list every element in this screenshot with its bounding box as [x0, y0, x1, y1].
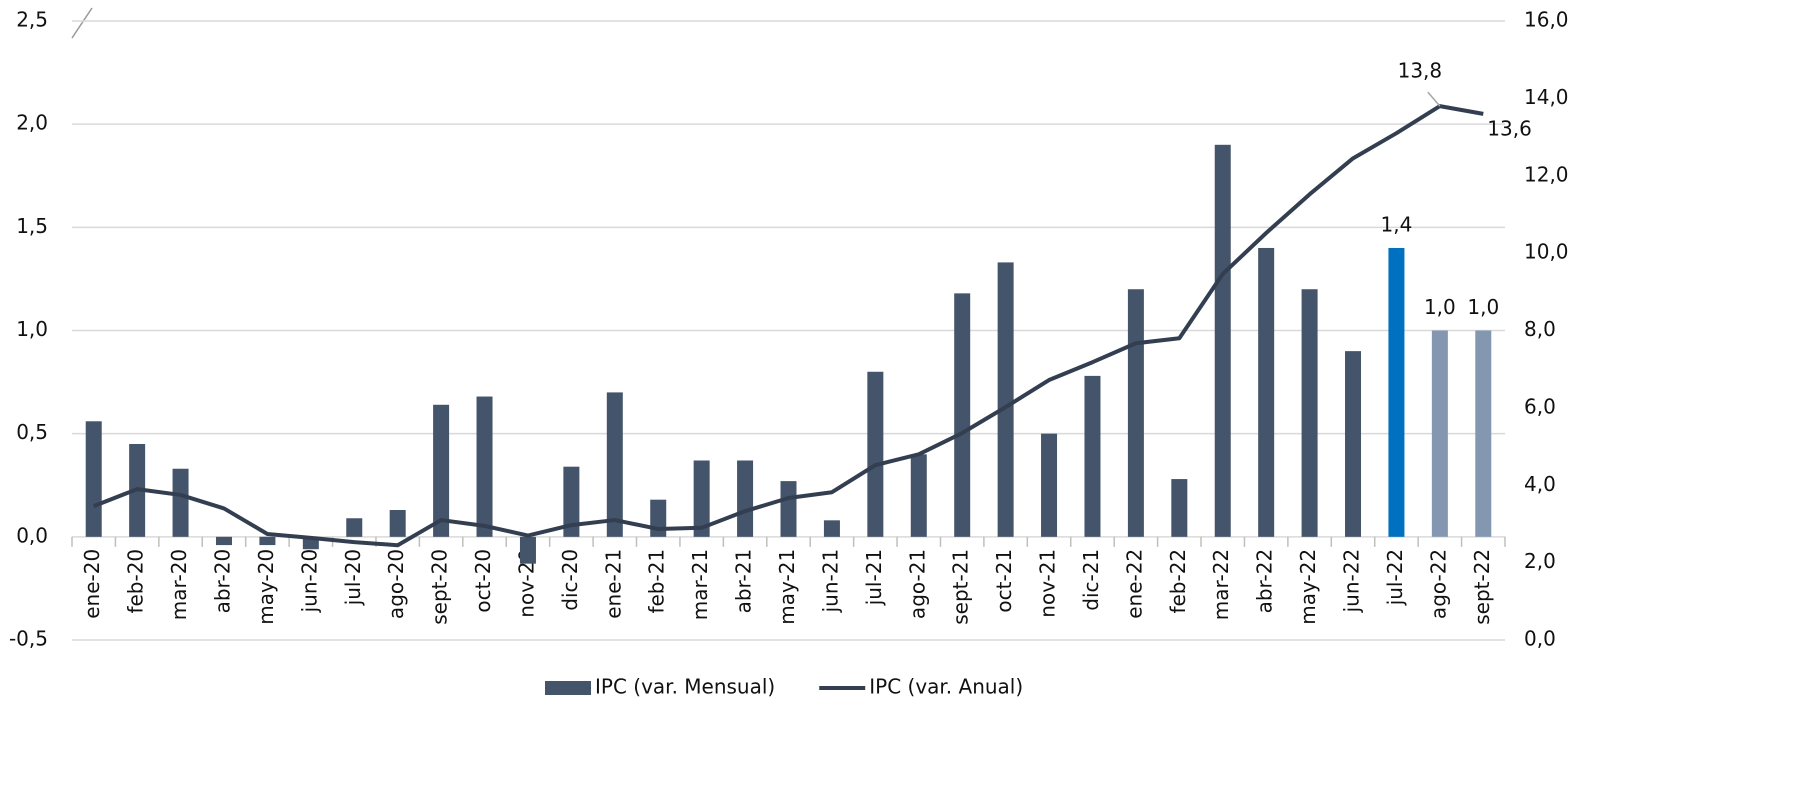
- x-tick-label: ene-20: [80, 549, 104, 619]
- x-tick-label: jun-21: [818, 549, 842, 614]
- x-tick-label: feb-20: [124, 549, 148, 614]
- x-tick-label: sept-21: [949, 549, 973, 625]
- y2-tick-label: 2,0: [1524, 549, 1556, 573]
- x-tick-label: ago-21: [905, 549, 929, 619]
- x-tick-label: mar-20: [167, 549, 191, 620]
- x-tick-label: abr-21: [732, 549, 756, 614]
- y-tick-label: 0,0: [16, 523, 48, 547]
- y-tick-label: 2,0: [16, 111, 48, 135]
- y-tick-label: 2,5: [16, 8, 48, 32]
- bar: [737, 460, 754, 537]
- y-tick-label: 1,0: [16, 317, 48, 341]
- bar: [259, 536, 276, 546]
- bar: [1041, 433, 1058, 537]
- bar: [1431, 330, 1448, 537]
- bar: [1214, 144, 1231, 537]
- x-tick-label: feb-21: [645, 549, 669, 614]
- x-tick-label: abr-22: [1253, 549, 1277, 614]
- bar: [85, 421, 102, 537]
- legend-label: IPC (var. Mensual): [595, 675, 775, 699]
- y2-tick-label: 14,0: [1524, 85, 1569, 109]
- bar: [346, 518, 363, 537]
- bar: [1258, 247, 1275, 537]
- bar: [997, 262, 1014, 537]
- x-tick-label: oct-21: [992, 549, 1016, 613]
- bar: [563, 466, 580, 537]
- x-tick-label: mar-22: [1209, 549, 1233, 620]
- bar: [650, 499, 667, 537]
- bar: [823, 520, 840, 537]
- x-tick-label: sept-22: [1470, 549, 1494, 625]
- bar: [1388, 247, 1405, 537]
- y2-tick-label: 4,0: [1524, 472, 1556, 496]
- bar: [389, 510, 406, 537]
- x-tick-label: dic-20: [558, 549, 582, 611]
- x-tick-label: jul-21: [862, 549, 886, 606]
- legend-label: IPC (var. Anual): [869, 675, 1023, 699]
- bar: [1301, 289, 1318, 537]
- x-tick-label: jun-22: [1340, 549, 1364, 614]
- x-tick-label: oct-20: [471, 549, 495, 613]
- x-tick-label: may-22: [1296, 549, 1320, 625]
- x-tick-label: feb-22: [1166, 549, 1190, 614]
- bar: [1475, 330, 1492, 537]
- y2-tick-label: 0,0: [1524, 627, 1556, 651]
- y2-tick-label: 12,0: [1524, 162, 1569, 186]
- bar: [433, 404, 450, 537]
- x-tick-label: may-21: [775, 549, 799, 625]
- bar: [519, 536, 536, 564]
- bar: [172, 468, 189, 537]
- bar: [910, 454, 927, 537]
- bar: [780, 481, 797, 537]
- x-tick-label: jun-20: [297, 549, 321, 614]
- bar: [1127, 289, 1144, 537]
- y2-tick-label: 16,0: [1524, 8, 1569, 32]
- bar: [215, 536, 232, 546]
- bar: [867, 371, 884, 537]
- data-label: 1,0: [1467, 295, 1499, 319]
- y-tick-label: -0,5: [9, 627, 48, 651]
- y2-tick-label: 6,0: [1524, 394, 1556, 418]
- line: [92, 104, 1484, 548]
- x-tick-label: dic-21: [1079, 549, 1103, 611]
- x-tick-label: jul-22: [1383, 549, 1407, 606]
- x-tick-label: mar-21: [688, 549, 712, 620]
- axis-break: [71, 7, 93, 39]
- bar: [606, 392, 623, 537]
- x-tick-label: ene-21: [601, 549, 625, 619]
- x-tick-label: ago-20: [384, 549, 408, 619]
- x-tick-label: sept-20: [428, 549, 452, 625]
- data-label: 1,0: [1424, 295, 1456, 319]
- y2-tick-label: 8,0: [1524, 317, 1556, 341]
- bar: [954, 293, 971, 537]
- bar: [476, 396, 493, 537]
- x-tick-label: ene-22: [1122, 549, 1146, 619]
- bar: [693, 460, 710, 537]
- y-tick-label: 1,5: [16, 214, 48, 238]
- bar: [1171, 479, 1188, 537]
- bar: [1345, 351, 1362, 537]
- leader-line: [1427, 91, 1441, 107]
- legend-swatch: [545, 681, 591, 695]
- y-tick-label: 0,5: [16, 420, 48, 444]
- data-label: 13,8: [1398, 59, 1443, 83]
- x-tick-label: ago-22: [1426, 549, 1450, 619]
- bar: [1084, 375, 1101, 537]
- data-label: 13,6: [1487, 116, 1532, 140]
- x-tick-label: nov-21: [1036, 549, 1060, 618]
- y2-tick-label: 10,0: [1524, 240, 1569, 264]
- x-tick-label: abr-20: [210, 549, 234, 614]
- x-tick-label: jul-20: [341, 549, 365, 606]
- data-label: 1,4: [1381, 212, 1413, 236]
- x-tick-label: may-20: [254, 549, 278, 625]
